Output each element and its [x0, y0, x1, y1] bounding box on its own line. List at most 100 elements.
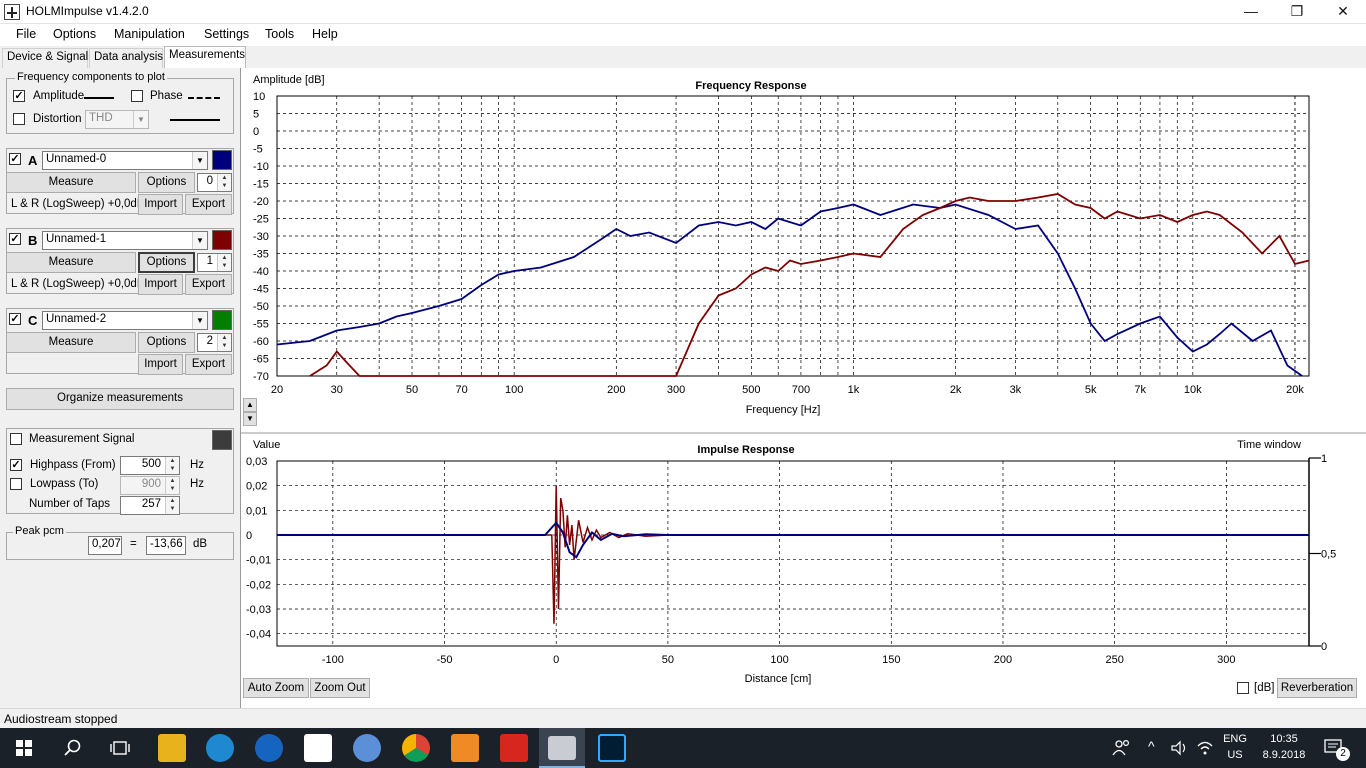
freq-xtick-label: 10k — [1184, 384, 1202, 396]
measurement-a-checkbox[interactable]: ✓ — [9, 153, 21, 165]
window-title: HOLMImpulse v1.4.2.0 — [26, 4, 149, 18]
region-indicator[interactable]: US — [1227, 749, 1243, 761]
measurement-c-measure-button[interactable]: Measure — [6, 332, 136, 353]
menu-tools[interactable]: Tools — [265, 27, 295, 41]
spinner-arrows-icon[interactable]: ▲ ▼ — [165, 497, 179, 514]
spinner-arrows-icon[interactable]: ▲ ▼ — [217, 254, 231, 271]
measurement-a-index-spinner[interactable]: 0 ▲ ▼ — [197, 173, 232, 192]
measurement-b-export-button[interactable]: Export — [185, 274, 232, 295]
measurement-signal-checkbox[interactable] — [10, 433, 22, 445]
acrobat-icon[interactable] — [500, 734, 528, 762]
task-view-icon[interactable] — [110, 740, 130, 756]
volume-icon[interactable] — [1170, 740, 1190, 756]
spinner-arrows-icon[interactable]: ▲ ▼ — [165, 477, 179, 494]
clock-time[interactable]: 10:35 — [1270, 733, 1298, 745]
tab-data-analysis[interactable]: Data analysis — [89, 48, 163, 68]
menu-file[interactable]: File — [16, 27, 37, 41]
menu-options[interactable]: Options — [53, 27, 97, 41]
menu-manipulation[interactable]: Manipulation — [114, 27, 185, 41]
tab-device-signal[interactable]: Device & Signal — [2, 48, 88, 68]
menu-settings[interactable]: Settings — [204, 27, 250, 41]
reverberation-button[interactable]: Reverberation — [1277, 678, 1357, 698]
measurement-a-measure-button[interactable]: Measure — [6, 172, 136, 193]
measurement-c-color-swatch[interactable] — [212, 310, 232, 330]
spinner-arrows-icon[interactable]: ▲ ▼ — [217, 334, 231, 351]
peak-db-unit: dB — [193, 538, 208, 550]
highpass-checkbox[interactable]: ✓ — [10, 459, 22, 471]
measurement-b-import-button[interactable]: Import — [138, 274, 183, 295]
freq-xtick-label: 50 — [406, 384, 418, 396]
photoshop-icon[interactable] — [598, 734, 626, 762]
freq-xtick-label: 300 — [667, 384, 685, 396]
phase-line-style — [188, 97, 220, 99]
amplitude-line-style — [84, 97, 114, 99]
measurement-a-color-swatch[interactable] — [212, 150, 232, 170]
db-checkbox[interactable] — [1237, 682, 1249, 694]
phase-checkbox[interactable] — [131, 90, 143, 102]
freq-ytick-label: -45 — [253, 284, 269, 296]
wifi-icon[interactable] — [1196, 740, 1214, 756]
distortion-type-value: THD — [89, 112, 113, 124]
measurement-c-options-button[interactable]: Options — [138, 332, 195, 353]
organize-measurements-button[interactable]: Organize measurements — [6, 388, 234, 410]
imp-ytick-label: -0,02 — [246, 579, 271, 591]
spinner-arrows-icon[interactable]: ▲ ▼ — [165, 457, 179, 474]
internet-explorer-icon[interactable] — [206, 734, 234, 762]
measurement-signal-color-swatch[interactable] — [212, 430, 232, 450]
dropbox-icon[interactable] — [304, 734, 332, 762]
language-indicator[interactable]: ENG — [1223, 733, 1247, 745]
scroll-up-button[interactable]: ▲ — [243, 398, 257, 412]
file-explorer-icon[interactable] — [158, 734, 186, 762]
measurement-a-export-button[interactable]: Export — [185, 194, 232, 215]
maximize-button[interactable]: ❐ — [1290, 3, 1304, 19]
close-button[interactable]: ✕ — [1337, 3, 1349, 19]
clock-date[interactable]: 8.9.2018 — [1262, 749, 1306, 761]
notification-icon[interactable] — [1324, 738, 1346, 758]
search-icon[interactable] — [64, 739, 82, 757]
tab-measurements[interactable]: Measurements — [164, 46, 246, 68]
measurement-a-name-select[interactable]: Unnamed-0 ▼ — [42, 151, 208, 170]
lowpass-checkbox[interactable] — [10, 478, 22, 490]
measurement-c-name-select[interactable]: Unnamed-2 ▼ — [42, 311, 208, 330]
chrome-icon[interactable] — [402, 734, 430, 762]
spinner-arrows-icon[interactable]: ▲ ▼ — [217, 174, 231, 191]
measurement-b-options-button[interactable]: Options — [138, 252, 195, 273]
edge-icon[interactable] — [255, 734, 283, 762]
measurement-a-options-button[interactable]: Options — [138, 172, 195, 193]
measurement-b-index-spinner[interactable]: 1 ▲ ▼ — [197, 253, 232, 272]
charts-canvas[interactable]: Amplitude [dB] Frequency Response Freque… — [241, 68, 1366, 708]
windows-start-icon[interactable] — [16, 740, 32, 756]
taps-spinner[interactable]: 257 ▲ ▼ — [120, 496, 180, 515]
measurement-b-color-swatch[interactable] — [212, 230, 232, 250]
imp-ylabel: Value — [253, 439, 280, 451]
amplitude-checkbox[interactable]: ✓ — [13, 90, 25, 102]
distortion-type-select[interactable]: THD ▼ — [85, 110, 149, 129]
chromium-icon[interactable] — [353, 734, 381, 762]
highpass-spinner[interactable]: 500 ▲ ▼ — [120, 456, 180, 475]
app-icon-orange[interactable] — [451, 734, 479, 762]
imp-ytick-label: 0 — [246, 530, 252, 542]
measurement-b-measure-button[interactable]: Measure — [6, 252, 136, 273]
measurement-c-checkbox[interactable]: ✓ — [9, 313, 21, 325]
auto-zoom-button[interactable]: Auto Zoom — [243, 678, 309, 698]
scroll-down-button[interactable]: ▼ — [243, 412, 257, 426]
chevron-up-icon[interactable]: ^ — [1148, 738, 1155, 754]
menu-help[interactable]: Help — [312, 27, 338, 41]
highpass-unit: Hz — [190, 459, 205, 471]
minimize-button[interactable]: — — [1244, 3, 1258, 19]
measurement-a-import-button[interactable]: Import — [138, 194, 183, 215]
measurement-b-checkbox[interactable]: ✓ — [9, 233, 21, 245]
phase-label: Phase — [150, 90, 183, 102]
measurement-a-letter: A — [28, 153, 38, 168]
db-label: [dB] — [1254, 682, 1275, 694]
zoom-out-button[interactable]: Zoom Out — [310, 678, 370, 698]
imp-ytick-label: -0,01 — [246, 555, 271, 567]
measurement-c-index-spinner[interactable]: 2 ▲ ▼ — [197, 333, 232, 352]
measurement-c-import-button[interactable]: Import — [138, 354, 183, 375]
people-icon[interactable] — [1112, 738, 1132, 758]
measurement-b-name-select[interactable]: Unnamed-1 ▼ — [42, 231, 208, 250]
measurement-c-export-button[interactable]: Export — [185, 354, 232, 375]
measurement-signal-label: Measurement Signal — [29, 433, 135, 445]
distortion-checkbox[interactable] — [13, 113, 25, 125]
lowpass-spinner[interactable]: 900 ▲ ▼ — [120, 476, 180, 495]
